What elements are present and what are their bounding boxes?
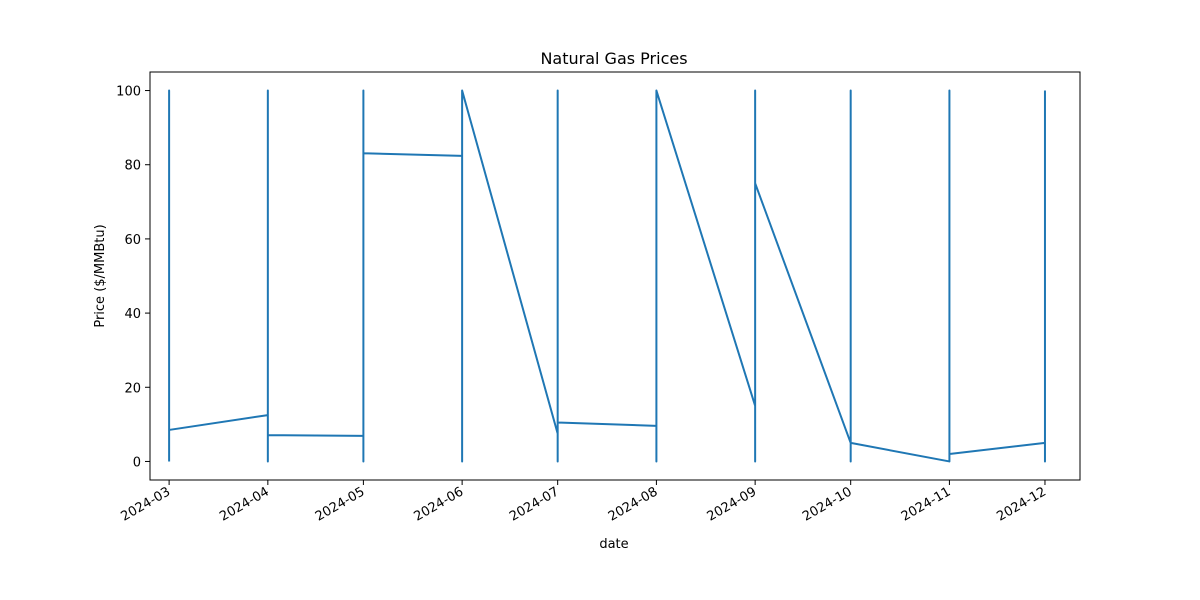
x-axis-title: date [599, 537, 628, 552]
y-tick-label: 20 [124, 381, 141, 396]
y-tick-label: 0 [133, 455, 141, 470]
y-tick-label: 60 [124, 233, 141, 248]
y-axis-title: Price ($/MMBtu) [93, 224, 108, 327]
plot-frame [149, 71, 1081, 481]
plot-area [168, 89, 1046, 463]
chart-title: Natural Gas Prices [540, 49, 687, 68]
y-tick-label: 40 [124, 307, 141, 322]
series-line-0 [168, 89, 1046, 463]
y-axis: 0 20 40 60 80 100 [116, 85, 150, 470]
y-tick-label: 80 [124, 159, 141, 174]
y-tick-label: 100 [116, 85, 141, 100]
